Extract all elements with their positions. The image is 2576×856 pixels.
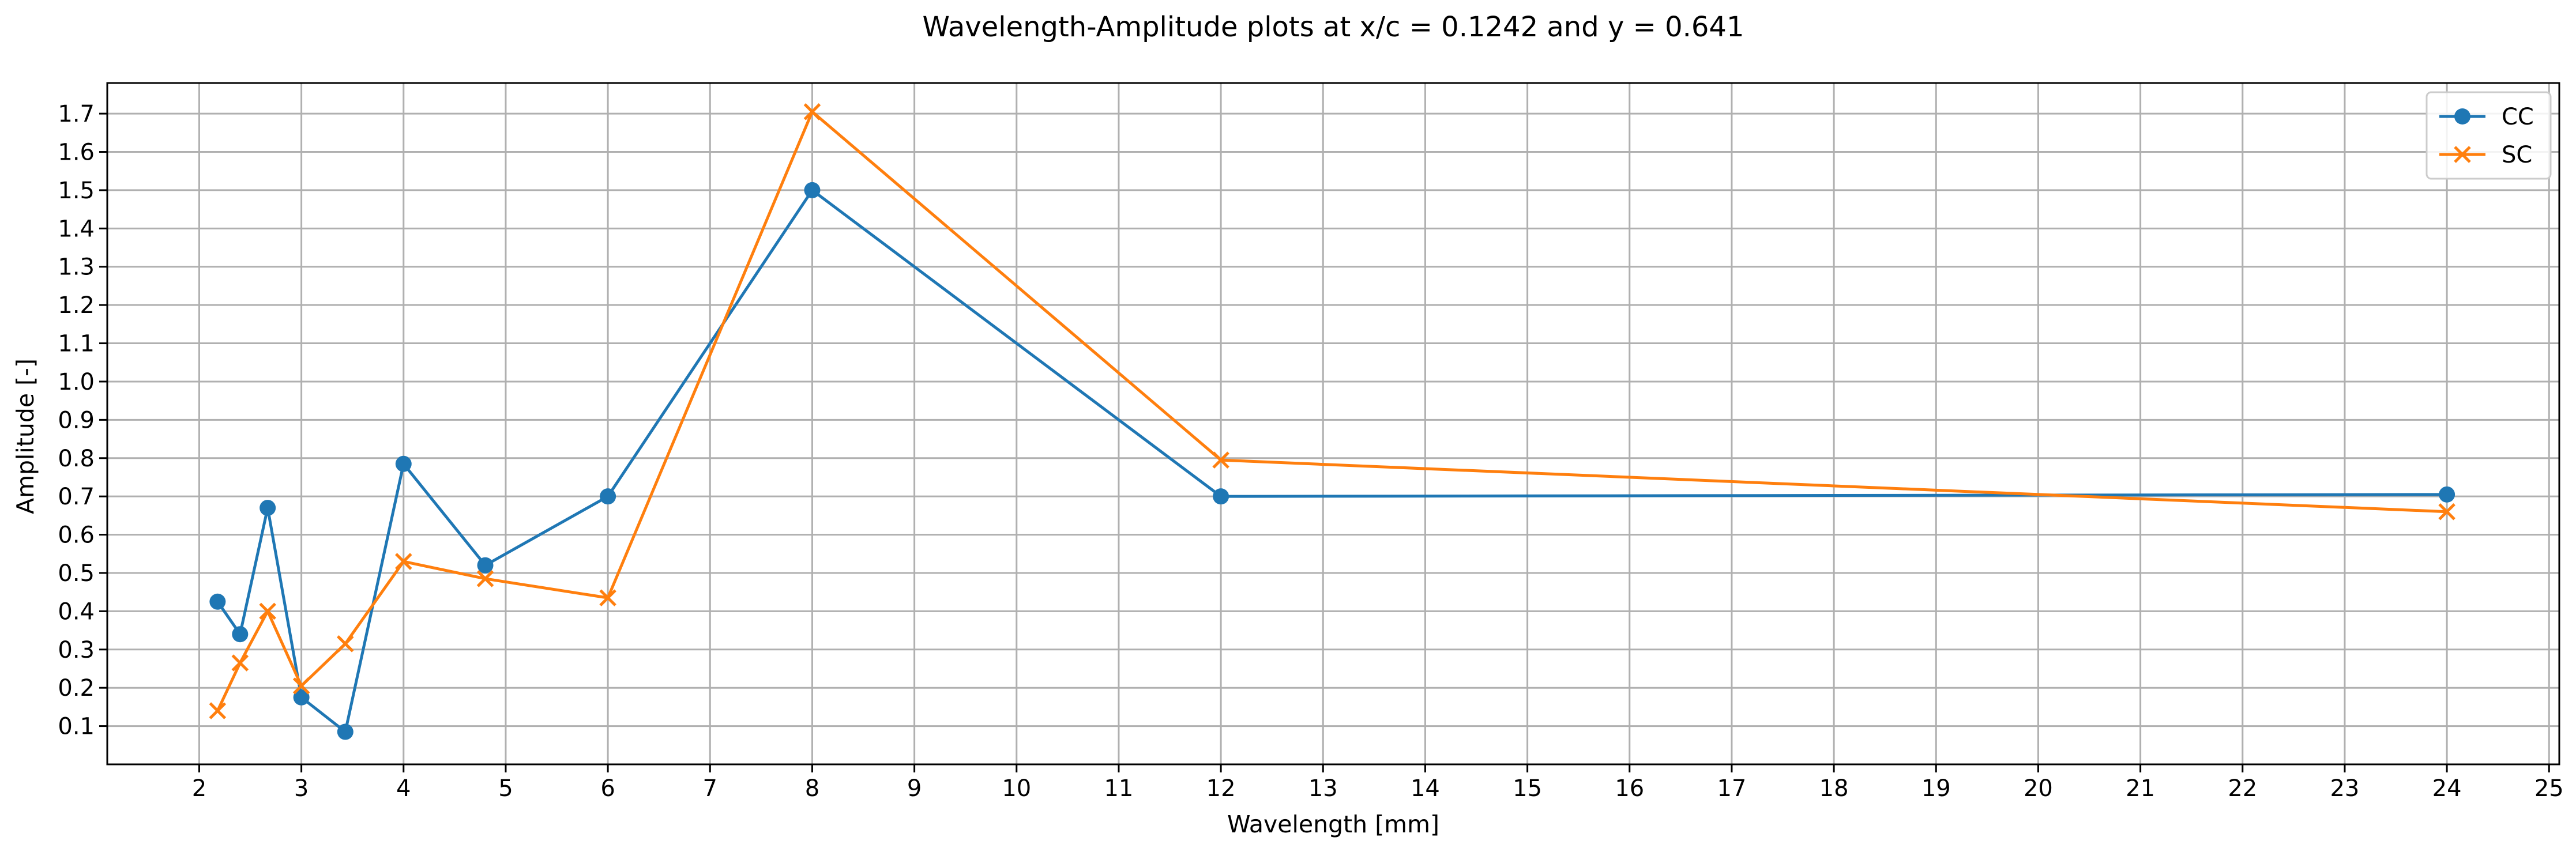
x-marker-stroke xyxy=(209,702,227,719)
series-sc xyxy=(209,103,2455,719)
data-point-sc xyxy=(259,602,276,620)
y-tick-label: 0.1 xyxy=(58,714,95,740)
x-marker-stroke xyxy=(599,589,616,606)
x-tick-label: 25 xyxy=(2534,775,2564,802)
y-tick-label: 1.7 xyxy=(58,101,95,127)
data-point-sc xyxy=(395,553,412,570)
y-tick-label: 0.8 xyxy=(58,446,95,472)
data-point-sc xyxy=(599,589,616,606)
data-point-cc xyxy=(2439,486,2455,503)
y-tick-label: 0.9 xyxy=(58,407,95,433)
y-tick-label: 1.6 xyxy=(58,139,95,166)
x-marker-stroke xyxy=(337,635,354,653)
data-point-cc xyxy=(232,626,249,643)
axes xyxy=(106,82,2560,766)
x-tick-label: 23 xyxy=(2330,775,2359,802)
x-marker-stroke xyxy=(259,602,276,620)
x-tick-label: 2 xyxy=(192,775,206,802)
y-tick-label: 1.0 xyxy=(58,369,95,395)
y-axis-ticks: 0.1 0.2 0.3 0.4 0.5 0.6 0.7 0.8 0.9 1.0 1.1 1.2 1.3 1… xyxy=(58,101,107,740)
y-tick-label: 1.2 xyxy=(58,292,95,319)
y-tick-label: 0.5 xyxy=(58,560,95,587)
legend-marker-x xyxy=(2454,146,2471,163)
data-point-cc xyxy=(209,593,226,610)
y-axis-label: Amplitude [-] xyxy=(12,359,39,514)
x-marker-stroke xyxy=(1212,451,1229,469)
legend-entry-cc: CC xyxy=(2439,104,2534,130)
x-tick-label: 12 xyxy=(1206,775,1236,802)
x-tick-label: 16 xyxy=(1615,775,1644,802)
x-marker-stroke xyxy=(476,570,494,587)
y-tick-label: 0.6 xyxy=(58,522,95,549)
legend-label: CC xyxy=(2502,104,2534,130)
x-marker-stroke xyxy=(803,103,821,120)
x-axis-label: Wavelength [mm] xyxy=(1227,810,1439,838)
data-point-cc xyxy=(477,557,494,574)
x-tick-label: 24 xyxy=(2432,775,2462,802)
x-tick-label: 14 xyxy=(1411,775,1440,802)
y-tick-label: 1.1 xyxy=(58,331,95,357)
data-point-sc xyxy=(2438,503,2455,521)
y-tick-label: 1.3 xyxy=(58,254,95,281)
plot-frame xyxy=(106,82,2560,766)
data-point-sc xyxy=(209,702,227,719)
series-cc xyxy=(209,182,2455,740)
data-point-sc xyxy=(231,654,249,672)
y-tick-label: 0.2 xyxy=(58,675,95,702)
x-tick-label: 3 xyxy=(294,775,309,802)
x-tick-label: 10 xyxy=(1002,775,1031,802)
x-tick-label: 20 xyxy=(2024,775,2053,802)
x-marker-stroke xyxy=(231,654,249,672)
x-marker-stroke xyxy=(292,677,310,695)
x-tick-label: 13 xyxy=(1308,775,1338,802)
data-point-sc xyxy=(476,570,494,587)
x-tick-label: 15 xyxy=(1513,775,1542,802)
x-marker-stroke xyxy=(395,553,412,570)
x-axis-ticks: 2 3 4 5 6 7 8 9 10 11 12 13 14 15 16 17 18 19 20 21 22 23 24 25 xyxy=(192,764,2564,802)
data-point-cc xyxy=(337,723,354,740)
data-point-sc xyxy=(1212,451,1229,469)
y-tick-label: 0.7 xyxy=(58,484,95,510)
x-tick-label: 5 xyxy=(498,775,513,802)
plot-series xyxy=(209,103,2455,740)
x-tick-label: 4 xyxy=(396,775,411,802)
x-tick-label: 9 xyxy=(907,775,922,802)
x-tick-label: 22 xyxy=(2228,775,2257,802)
data-point-cc xyxy=(804,182,821,198)
data-point-cc xyxy=(260,500,276,516)
x-tick-label: 8 xyxy=(805,775,819,802)
x-tick-label: 17 xyxy=(1717,775,1746,802)
chart-title: Wavelength-Amplitude plots at x/c = 0.12… xyxy=(922,11,1744,43)
x-tick-label: 18 xyxy=(1819,775,1849,802)
legend-entry-sc: SC xyxy=(2439,142,2532,168)
x-tick-label: 19 xyxy=(1921,775,1951,802)
data-point-sc xyxy=(803,103,821,120)
data-point-cc xyxy=(1213,488,1229,505)
x-tick-label: 11 xyxy=(1104,775,1133,802)
y-tick-label: 0.4 xyxy=(58,598,95,625)
data-point-sc xyxy=(292,677,310,695)
x-marker-stroke xyxy=(2438,503,2455,521)
data-point-cc xyxy=(395,455,412,472)
data-point-sc xyxy=(337,635,354,653)
x-tick-label: 7 xyxy=(703,775,717,802)
legend-label: SC xyxy=(2502,142,2532,168)
y-tick-label: 0.3 xyxy=(58,637,95,663)
y-tick-label: 1.5 xyxy=(58,178,95,204)
data-point-cc xyxy=(600,488,616,505)
y-tick-label: 1.4 xyxy=(58,216,95,242)
x-tick-label: 6 xyxy=(600,775,615,802)
data-point-cc xyxy=(293,689,310,706)
legend: CC SC xyxy=(2425,91,2552,180)
x-tick-label: 21 xyxy=(2126,775,2155,802)
legend-marker-circle xyxy=(2454,108,2470,125)
